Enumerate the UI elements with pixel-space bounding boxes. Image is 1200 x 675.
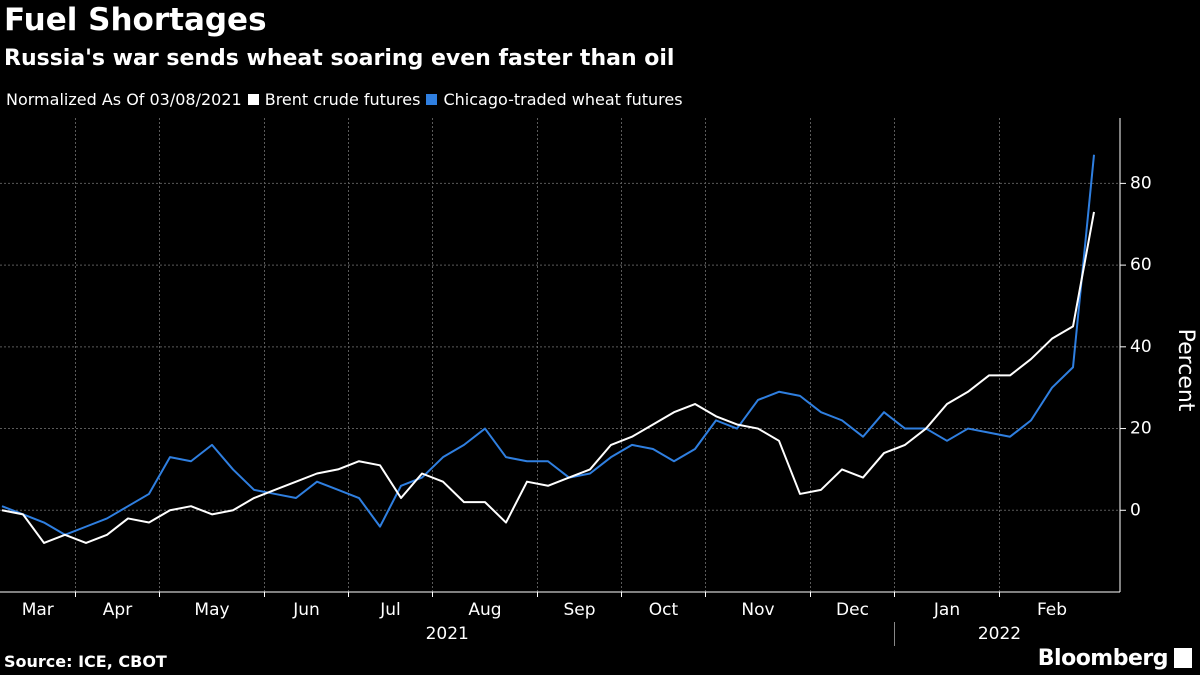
chart-subtitle: Russia's war sends wheat soaring even fa…	[4, 46, 675, 71]
x-tick-label: Aug	[468, 600, 501, 620]
x-tick-label: Dec	[836, 600, 869, 620]
x-tick-label: Jul	[379, 600, 401, 620]
source: Source: ICE, CBOT	[4, 652, 167, 671]
x-tick-label: Feb	[1037, 600, 1067, 620]
year-label: 2021	[426, 624, 469, 644]
y-tick-label: 40	[1130, 337, 1152, 357]
x-tick-label: Jan	[933, 600, 960, 620]
brand-icon	[1174, 648, 1192, 668]
y-tick-label: 60	[1130, 255, 1152, 275]
series-line	[1, 211, 1095, 544]
legend: Normalized As Of 03/08/2021 Brent crude …	[6, 90, 683, 109]
y-axis-label: Percent	[1173, 329, 1198, 412]
x-tick-label: Oct	[649, 600, 679, 620]
legend-entry: Brent crude futures	[264, 90, 421, 109]
chart-title: Fuel Shortages	[4, 2, 267, 38]
legend-swatch	[426, 94, 438, 105]
legend-swatch	[247, 94, 259, 105]
y-tick-label: 20	[1130, 419, 1152, 439]
legend-entry: Chicago-traded wheat futures	[443, 90, 683, 109]
x-tick-label: Mar	[22, 600, 54, 620]
x-tick-label: Nov	[741, 600, 774, 620]
x-tick-label: Apr	[103, 600, 132, 620]
x-tick-label: Jun	[292, 600, 320, 620]
x-tick-label: May	[194, 600, 229, 620]
y-tick-label: 80	[1130, 173, 1152, 193]
year-label: 2022	[978, 624, 1021, 644]
series-line	[1, 154, 1095, 536]
brand: Bloomberg	[1037, 646, 1169, 671]
legend-note: Normalized As Of 03/08/2021	[6, 90, 242, 109]
x-tick-label: Sep	[563, 600, 595, 620]
y-tick-label: 0	[1130, 500, 1141, 520]
